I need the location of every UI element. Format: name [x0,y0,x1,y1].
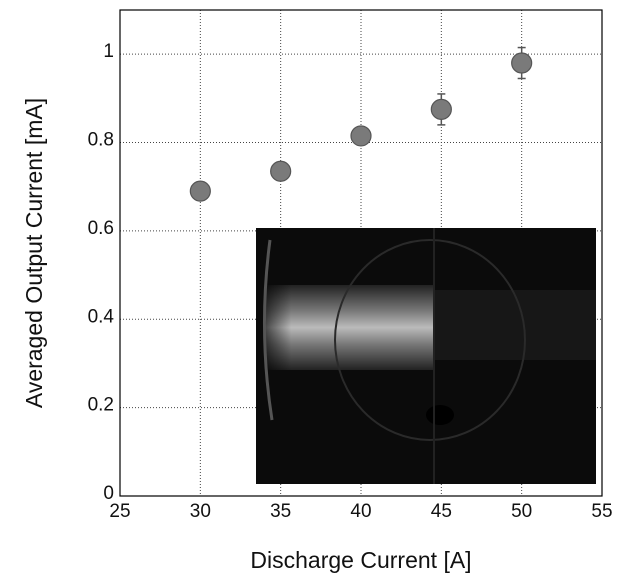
y-tick-label: 0.2 [88,395,114,416]
y-tick-label: 0 [103,483,114,504]
x-tick-label: 25 [109,501,130,522]
x-tick-label: 40 [350,501,371,522]
plot-frame [119,9,603,497]
point [511,52,533,74]
point [430,98,452,121]
x-tick-label: 50 [511,501,532,522]
x-tick-label: 35 [270,501,291,522]
y-tick-label: 1 [103,41,114,62]
point [270,160,292,182]
x-tick-label: 55 [591,501,612,522]
point [350,125,372,147]
y-tick-label: 0.8 [88,130,114,151]
x-tick-label: 45 [431,501,452,522]
y-tick-label: 0.4 [88,306,115,327]
y-axis-label: Averaged Output Current [mA] [21,98,47,408]
x-tick-label: 30 [190,501,211,522]
y-tick-label: 0.6 [88,218,114,239]
x-axis-label: Discharge Current [A] [250,547,471,573]
point [189,180,211,202]
marks [189,46,533,202]
inset-photo [256,228,596,484]
